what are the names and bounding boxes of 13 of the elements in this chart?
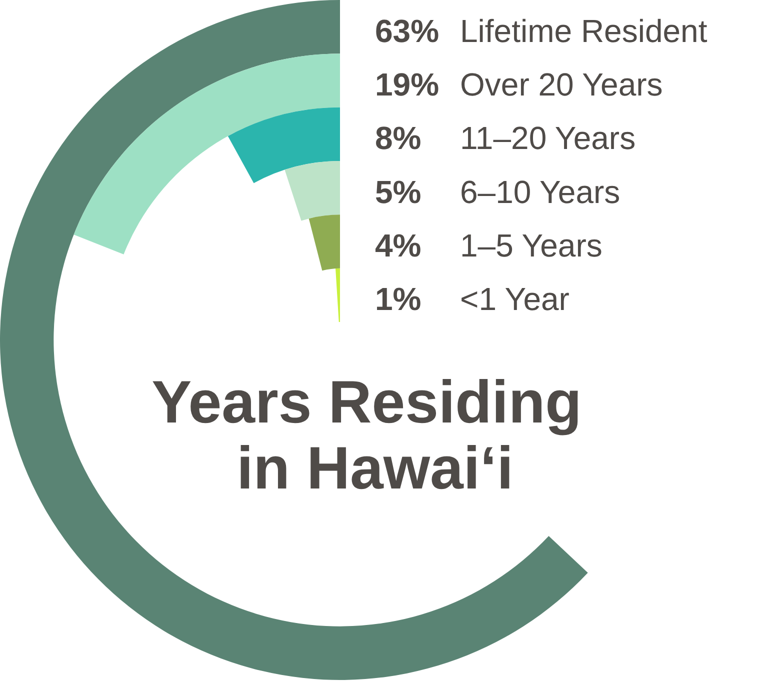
category-label: Over 20 Years xyxy=(460,66,663,102)
data-label: 4% xyxy=(375,228,422,264)
category-label: 1–5 Years xyxy=(460,228,602,264)
category-label: 6–10 Years xyxy=(460,174,620,210)
data-label: 5% xyxy=(375,174,422,210)
category-label: 11–20 Years xyxy=(460,120,636,156)
text: Years Residing in Hawai‘i xyxy=(152,368,598,502)
data-label: 19% xyxy=(375,66,440,102)
data-label: 8% xyxy=(375,120,422,156)
category-label: Lifetime Resident xyxy=(460,12,708,49)
data-label: 63% xyxy=(375,12,440,49)
data-label: 1% xyxy=(375,281,422,318)
category-label: <1 Year xyxy=(460,281,570,318)
